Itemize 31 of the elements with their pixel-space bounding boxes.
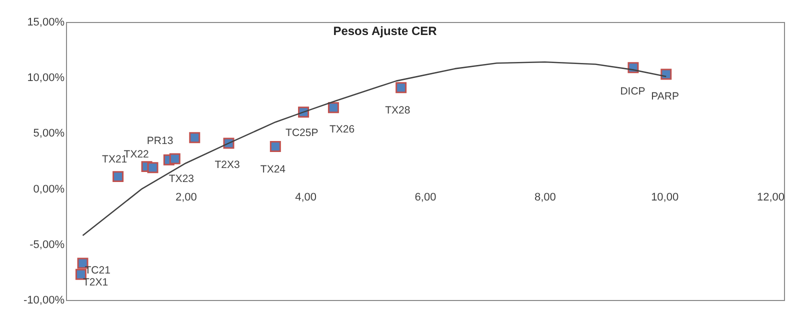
x-tick-label: 10,00 xyxy=(651,191,679,204)
point xyxy=(112,171,124,182)
point xyxy=(396,82,407,94)
x-tick-label: 12,00 xyxy=(756,191,784,204)
x-tick-label: 2,00 xyxy=(175,191,197,204)
data-label: TX23 xyxy=(168,172,194,185)
x-tick-label: 8,00 xyxy=(534,191,556,204)
y-tick-label: 0,00% xyxy=(33,183,65,196)
point xyxy=(189,132,200,144)
data-label: TX28 xyxy=(385,104,410,117)
chart-title: Pesos Ajuste CER xyxy=(333,24,438,38)
x-tick-label: 6,00 xyxy=(414,191,436,204)
point xyxy=(660,68,672,80)
data-label: PR13 xyxy=(146,134,174,147)
data-label: TC25P xyxy=(286,127,318,140)
y-tick-label: -10,00% xyxy=(24,294,65,306)
y-tick-label: 15,00% xyxy=(27,16,65,28)
data-label: PARP xyxy=(651,90,679,102)
point xyxy=(147,162,158,174)
y-tick-label: 5,00% xyxy=(33,128,65,140)
y-tick-label: 10,00% xyxy=(27,72,65,84)
point xyxy=(169,153,180,164)
y-tick-label: -5,00% xyxy=(30,238,65,251)
data-label: T2X3 xyxy=(214,159,240,172)
point xyxy=(328,102,339,114)
data-label: TX24 xyxy=(260,164,286,176)
data-label: DICP xyxy=(620,86,646,98)
x-tick-label: 4,00 xyxy=(295,191,317,204)
point xyxy=(270,141,281,152)
data-label: TX26 xyxy=(329,124,355,136)
data-label: T2X1 xyxy=(82,276,108,288)
